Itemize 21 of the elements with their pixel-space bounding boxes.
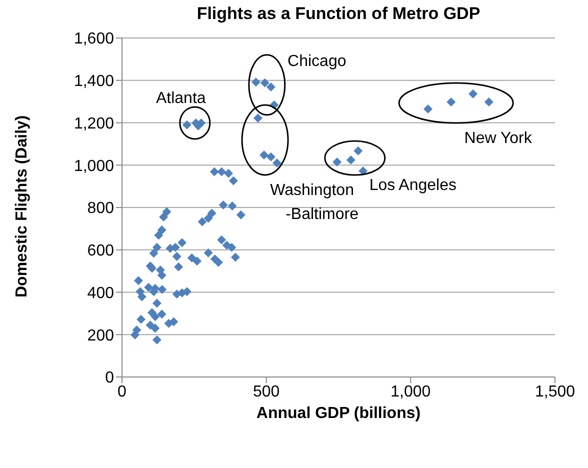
- x-tick-label: 1,000: [390, 383, 431, 400]
- y-axis-title: Domestic Flights (Daily): [14, 115, 31, 298]
- x-tick-label: 500: [252, 383, 280, 400]
- y-tick-label: 1,200: [74, 115, 114, 132]
- y-tick-label: 400: [87, 284, 114, 302]
- y-tick-label: 600: [87, 242, 114, 260]
- x-axis-title: Annual GDP (billions): [256, 405, 421, 422]
- annotation: Chicago: [288, 52, 346, 70]
- y-tick-label: 1,000: [74, 158, 114, 175]
- annotation: Washington -Baltimore: [270, 182, 359, 223]
- annotation: Atlanta: [156, 90, 206, 107]
- y-tick-label: 200: [87, 327, 114, 344]
- y-tick-label: 0: [105, 370, 114, 387]
- y-tick-label: 1,400: [74, 73, 114, 90]
- x-tick-label: 1,500: [534, 383, 576, 400]
- chart-title: Flights as a Function of Metro GDP: [196, 4, 482, 24]
- annotation: Los Angeles: [369, 177, 457, 194]
- y-tick-label: 1,600: [74, 30, 114, 48]
- annotation: New York: [464, 130, 533, 147]
- y-tick-label: 800: [87, 200, 114, 218]
- x-tick-label: 0: [118, 383, 127, 400]
